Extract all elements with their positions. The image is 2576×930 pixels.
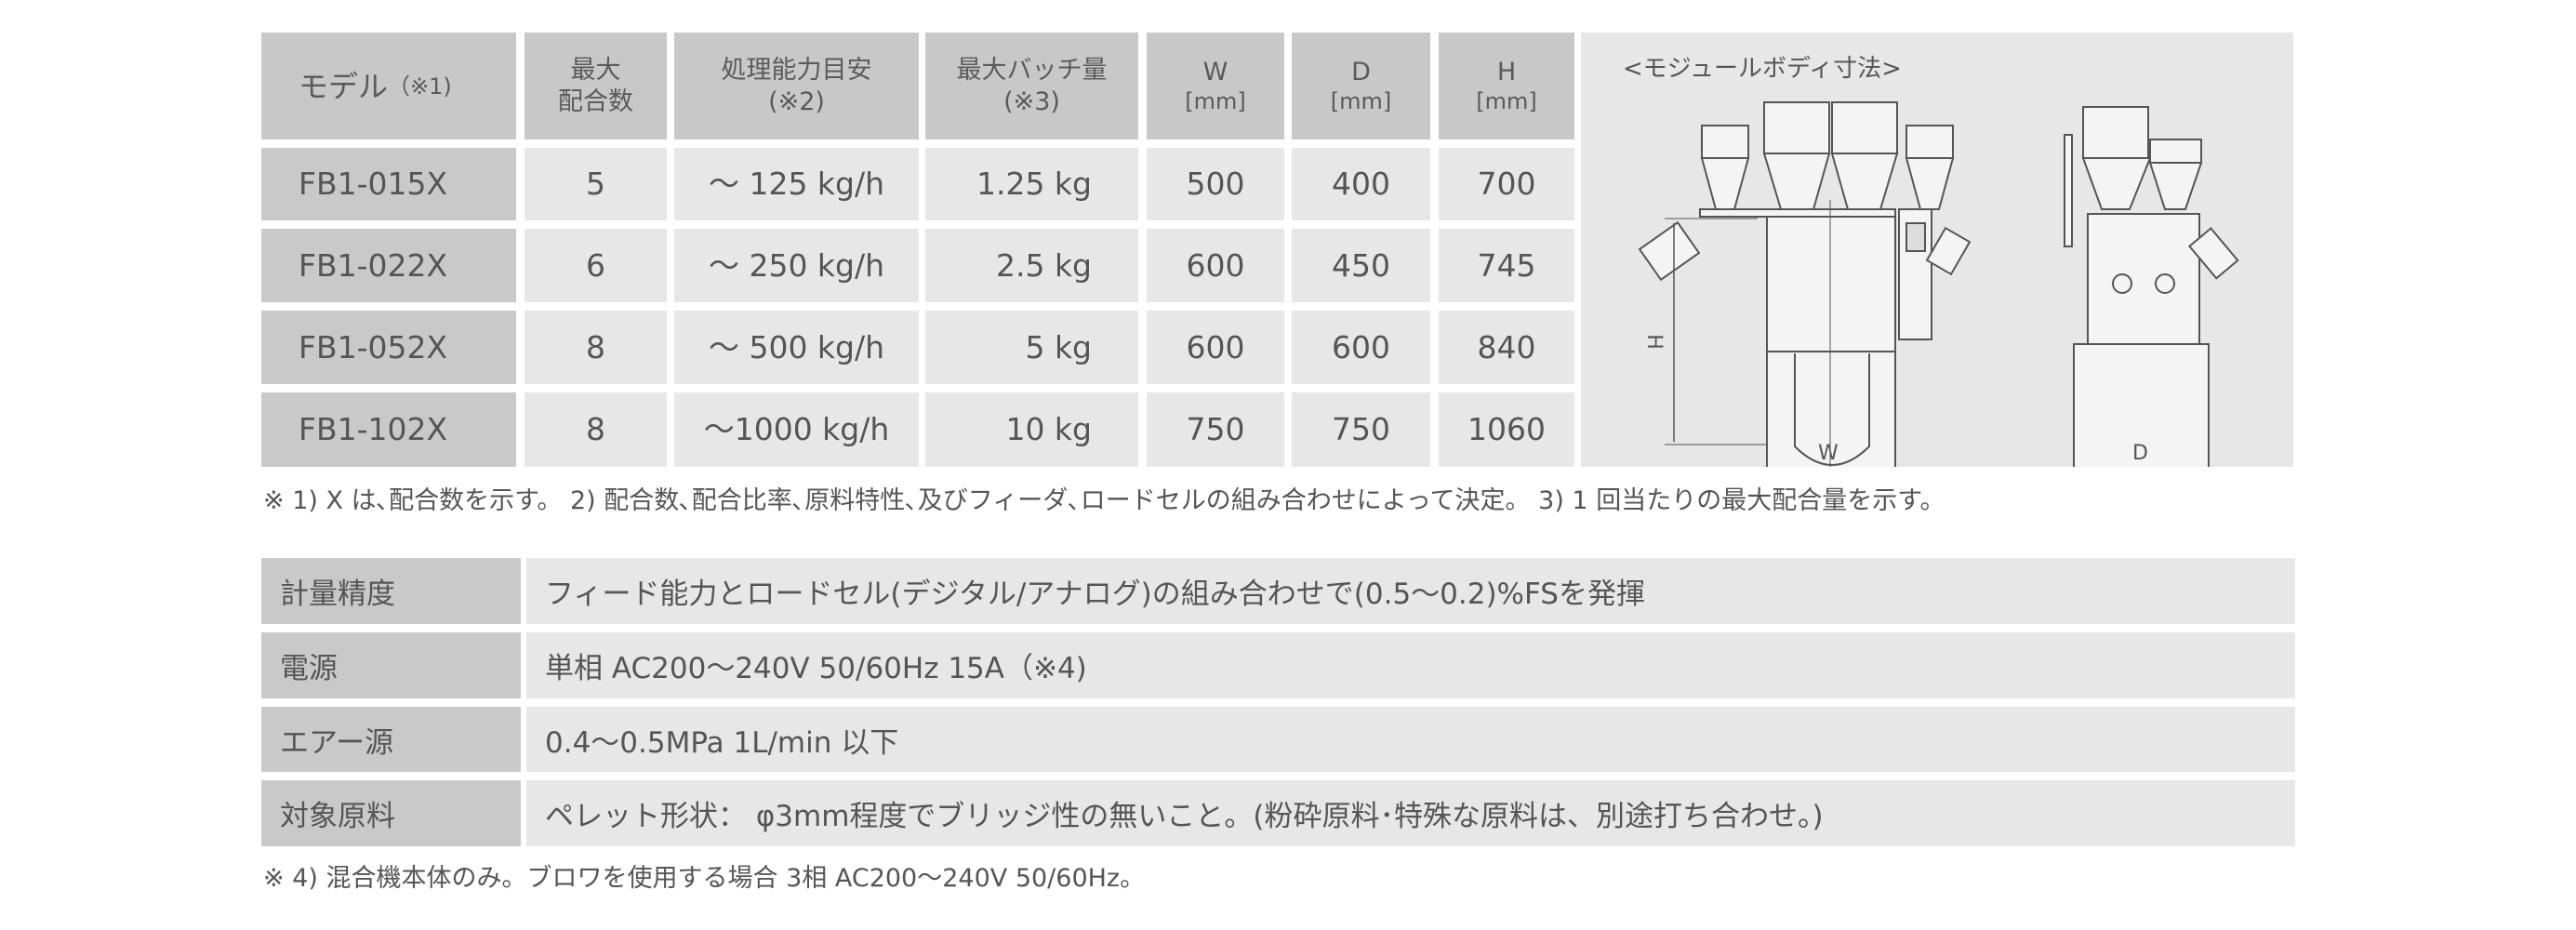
table-cell-max-batch: 5 kg bbox=[925, 311, 1138, 384]
table-cell-max-blend: 6 bbox=[524, 229, 667, 302]
header-main: H bbox=[1496, 57, 1517, 86]
table-cell-max-blend: 5 bbox=[524, 148, 667, 220]
header-sub: [mm] bbox=[1476, 88, 1537, 115]
model-name-cell: FB1-102X bbox=[261, 392, 516, 467]
table-cell-height: 745 bbox=[1439, 229, 1574, 302]
table-cell-height: 1060 bbox=[1439, 392, 1574, 467]
header-main: D bbox=[1351, 57, 1371, 86]
model-name-cell: FB1-015X bbox=[261, 148, 516, 220]
table-cell-depth: 600 bbox=[1292, 311, 1430, 384]
table-cell-capacity: ～1000 kg/h bbox=[674, 392, 919, 467]
header-sub: 配合数 bbox=[558, 86, 633, 116]
table-cell-depth: 750 bbox=[1292, 392, 1430, 467]
machine-drawing bbox=[1638, 101, 2239, 467]
header-model: モデル （※1) bbox=[261, 33, 516, 140]
header-sub: [mm] bbox=[1330, 88, 1392, 115]
header-width: W [mm] bbox=[1147, 33, 1284, 140]
table-cell-width: 600 bbox=[1147, 311, 1284, 384]
table-cell-depth: 400 bbox=[1292, 148, 1430, 220]
footnote-2: ※ 4) 混合機本体のみ。ブロワを使用する場合 3相 AC200～240V 50… bbox=[263, 864, 1146, 893]
side-view-drawing bbox=[2064, 106, 2239, 467]
table-cell-max-blend: 8 bbox=[524, 311, 667, 384]
dimension-diagram-panel: <モジュールボディ寸法> bbox=[1581, 33, 2293, 467]
front-view-drawing bbox=[1638, 101, 1972, 467]
table-cell-height: 840 bbox=[1439, 311, 1574, 384]
table-cell-capacity: ～ 500 kg/h bbox=[674, 311, 919, 384]
header-main: モデル bbox=[299, 68, 389, 104]
dimension-label-w: W bbox=[1818, 442, 1839, 465]
spec-value: ペレット形状： φ3mm程度でブリッジ性の無いこと。(粉砕原料･特殊な原料は、別… bbox=[526, 780, 2295, 846]
spec-value: 0.4～0.5MPa 1L/min 以下 bbox=[526, 707, 2295, 772]
header-height: H [mm] bbox=[1439, 33, 1574, 140]
header-main: W bbox=[1202, 57, 1228, 86]
table-cell-capacity: ～ 250 kg/h bbox=[674, 229, 919, 302]
model-name-cell: FB1-022X bbox=[261, 229, 516, 302]
spec-label: 電源 bbox=[261, 632, 521, 698]
table-cell-max-batch: 2.5 kg bbox=[925, 229, 1138, 302]
header-sub: [mm] bbox=[1185, 88, 1246, 115]
spec-label: 対象原料 bbox=[261, 780, 521, 846]
table-cell-width: 750 bbox=[1147, 392, 1284, 467]
table-cell-width: 500 bbox=[1147, 148, 1284, 220]
table-cell-max-batch: 1.25 kg bbox=[925, 148, 1138, 220]
footnote-1: ※ 1) X は､配合数を示す。 2) 配合数､配合比率､原料特性､及びフィーダ… bbox=[263, 486, 1945, 515]
spec-value: 単相 AC200～240V 50/60Hz 15A（※4) bbox=[526, 632, 2295, 698]
table-cell-height: 700 bbox=[1439, 148, 1574, 220]
diagram-title: <モジュールボディ寸法> bbox=[1623, 55, 1902, 83]
header-capacity: 処理能力目安 (※2) bbox=[674, 33, 919, 140]
table-cell-max-blend: 8 bbox=[524, 392, 667, 467]
spec-value: フィード能力とロードセル(デジタル/アナログ)の組み合わせで(0.5～0.2)%… bbox=[526, 558, 2295, 624]
header-main: 最大バッチ量 bbox=[956, 55, 1108, 85]
table-cell-max-batch: 10 kg bbox=[925, 392, 1138, 467]
spec-label: エアー源 bbox=[261, 707, 521, 772]
header-main: 最大 bbox=[570, 55, 621, 85]
table-cell-depth: 450 bbox=[1292, 229, 1430, 302]
model-name-cell: FB1-052X bbox=[261, 311, 516, 384]
header-sub: （※1) bbox=[388, 73, 452, 100]
spec-label: 計量精度 bbox=[261, 558, 521, 624]
header-depth: D [mm] bbox=[1292, 33, 1430, 140]
header-sub: (※3) bbox=[1003, 86, 1060, 116]
header-max-batch: 最大バッチ量 (※3) bbox=[925, 33, 1138, 140]
dimension-label-h: H bbox=[1641, 334, 1666, 350]
header-max-blend: 最大 配合数 bbox=[524, 33, 667, 140]
table-cell-capacity: ～ 125 kg/h bbox=[674, 148, 919, 220]
header-main: 処理能力目安 bbox=[721, 55, 872, 85]
table-cell-width: 600 bbox=[1147, 229, 1284, 302]
dimension-label-d: D bbox=[2132, 442, 2148, 465]
header-sub: (※2) bbox=[768, 86, 825, 116]
